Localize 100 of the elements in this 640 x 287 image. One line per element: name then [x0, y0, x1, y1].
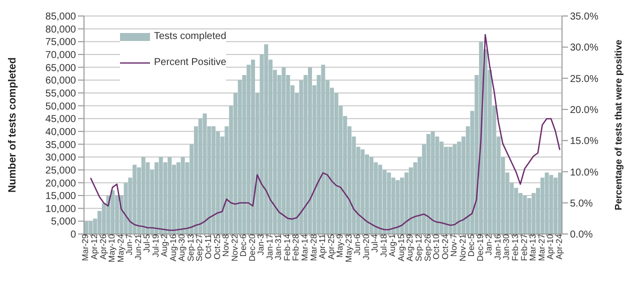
- y-tick-label: 20,000: [45, 178, 76, 190]
- y2-tick-label: 30.0%: [570, 42, 598, 54]
- y-tick-label: 85,000: [45, 12, 76, 23]
- x-tick-label: Oct-24: [440, 234, 450, 260]
- bar: [168, 157, 172, 234]
- x-tick-label: Aug-2: [159, 234, 170, 257]
- bar: [180, 157, 185, 234]
- x-tick-label: Dec-5: [466, 234, 476, 257]
- y-tick-label: 30,000: [45, 152, 76, 164]
- y-tick-label: 65,000: [45, 62, 76, 74]
- x-tick-label: Nov-7: [448, 234, 459, 257]
- x-tick-label: Nov-21: [457, 234, 468, 262]
- y2-tick-label: 25.0%: [570, 74, 598, 85]
- x-tick-label: Jan-3: [256, 234, 266, 256]
- x-tick-label: Jul-4: [370, 234, 380, 252]
- x-tick-label: Aug-30: [176, 234, 187, 262]
- x-tick-label: Nov-22: [229, 234, 240, 262]
- y-tick-label: 55,000: [45, 88, 76, 100]
- legend-label: Tests completed: [154, 30, 226, 44]
- x-tick-label: May-24: [115, 234, 126, 262]
- y2-tick-label: 15.0%: [570, 136, 598, 148]
- x-tick-label: Dec-19: [474, 234, 485, 262]
- y-tick-label: 75,000: [45, 37, 76, 48]
- y2-axis-title: Percentage of tests that were positive: [613, 40, 624, 210]
- x-tick-label: Oct-10: [431, 234, 442, 260]
- bar: [264, 44, 268, 234]
- bar: [202, 113, 207, 234]
- bar: [84, 221, 88, 234]
- x-tick-label: Apr-25: [326, 234, 336, 260]
- legend-label: Percent Positive: [154, 56, 226, 70]
- x-tick-label: Feb-27: [518, 234, 529, 261]
- bar: [88, 221, 93, 234]
- y-tick-label: 40,000: [45, 126, 76, 138]
- bar: [282, 67, 286, 234]
- y2-tick-label: 20.0%: [570, 104, 598, 116]
- bar: [549, 175, 554, 234]
- y2-tick-label: 10.0%: [570, 167, 598, 178]
- y-tick-label: 0: [70, 230, 76, 241]
- x-tick-label: Jan-16: [492, 234, 502, 260]
- x-tick-label: Jan-30: [501, 234, 512, 260]
- x-tick-label: Jan-2: [484, 234, 494, 256]
- x-tick-label: Jul-18: [378, 234, 388, 258]
- x-tick-label: Jan-17: [264, 234, 274, 260]
- x-tick-label: Jun-6: [352, 234, 362, 256]
- x-tick-label: Dec-6: [238, 234, 248, 257]
- y-axis-title: Number of tests completed: [6, 57, 19, 193]
- x-tick-label: Apr-10: [545, 234, 556, 260]
- y2-tick-label: 5.0%: [570, 198, 593, 210]
- x-tick-label: Feb-14: [282, 234, 292, 261]
- x-tick-label: Mar-27: [536, 234, 546, 261]
- x-tick-label: Mar-13: [528, 234, 538, 261]
- bar: [396, 180, 400, 234]
- x-tick-label: Apr-26: [98, 234, 108, 260]
- x-tick-label: Feb-28: [290, 234, 301, 261]
- y2-tick-label: 0.0%: [570, 230, 593, 241]
- x-tick-label: Oct-11: [203, 234, 214, 259]
- bar: [448, 146, 452, 234]
- x-tick-label: Jul-5: [142, 234, 152, 252]
- y-tick-label: 45,000: [45, 114, 76, 126]
- x-tick-label: Aug-29: [404, 234, 415, 262]
- bar: [321, 64, 326, 234]
- y-tick-label: 25,000: [45, 165, 76, 176]
- x-tick-label: Mar-14: [299, 234, 310, 261]
- x-tick-label: Jun-7: [124, 234, 134, 256]
- x-tick-label: Aug-1: [387, 234, 398, 257]
- y2-tick-label: 35.0%: [570, 12, 598, 23]
- bar: [110, 190, 115, 234]
- x-tick-label: Oct-25: [212, 234, 222, 260]
- x-tick-label: Apr-11: [317, 234, 328, 259]
- bar: [544, 172, 549, 234]
- y-tick-label: 5,000: [50, 216, 76, 228]
- x-tick-label: May-23: [343, 234, 354, 262]
- x-tick-label: Feb-13: [510, 234, 520, 261]
- x-tick-label: Sep-13: [185, 234, 196, 262]
- x-tick-label: Sep-26: [422, 234, 432, 262]
- y-tick-label: 15,000: [45, 191, 76, 202]
- y-tick-label: 70,000: [45, 50, 76, 62]
- x-tick-label: Mar-28: [308, 234, 318, 261]
- x-tick-label: Sep-12: [414, 234, 424, 262]
- x-tick-label: Apr-24: [554, 234, 564, 260]
- x-tick-label: Jun-20: [360, 234, 371, 260]
- bar: [378, 164, 382, 234]
- bar: [430, 131, 435, 234]
- x-tick-label: Jan-31: [273, 234, 284, 260]
- x-tick-label: Aug-16: [168, 234, 178, 262]
- x-tick-label: Nov-8: [220, 234, 231, 257]
- y-tick-label: 50,000: [45, 101, 76, 112]
- x-tick-label: Aug-15: [396, 234, 406, 262]
- x-tick-label: Apr-12: [89, 234, 99, 260]
- x-tick-label: May-10: [106, 234, 117, 262]
- x-tick-label: Jul-19: [150, 234, 160, 258]
- y-tick-label: 80,000: [45, 24, 76, 36]
- y-tick-label: 60,000: [45, 76, 76, 87]
- y-tick-label: 10,000: [45, 204, 76, 215]
- bar: [452, 144, 457, 234]
- x-tick-label: Mar-29: [80, 234, 90, 261]
- x-tick-label: Jun-21: [132, 234, 143, 260]
- y-tick-label: 35,000: [45, 140, 76, 151]
- bar: [141, 157, 146, 234]
- x-tick-label: May-9: [334, 234, 345, 258]
